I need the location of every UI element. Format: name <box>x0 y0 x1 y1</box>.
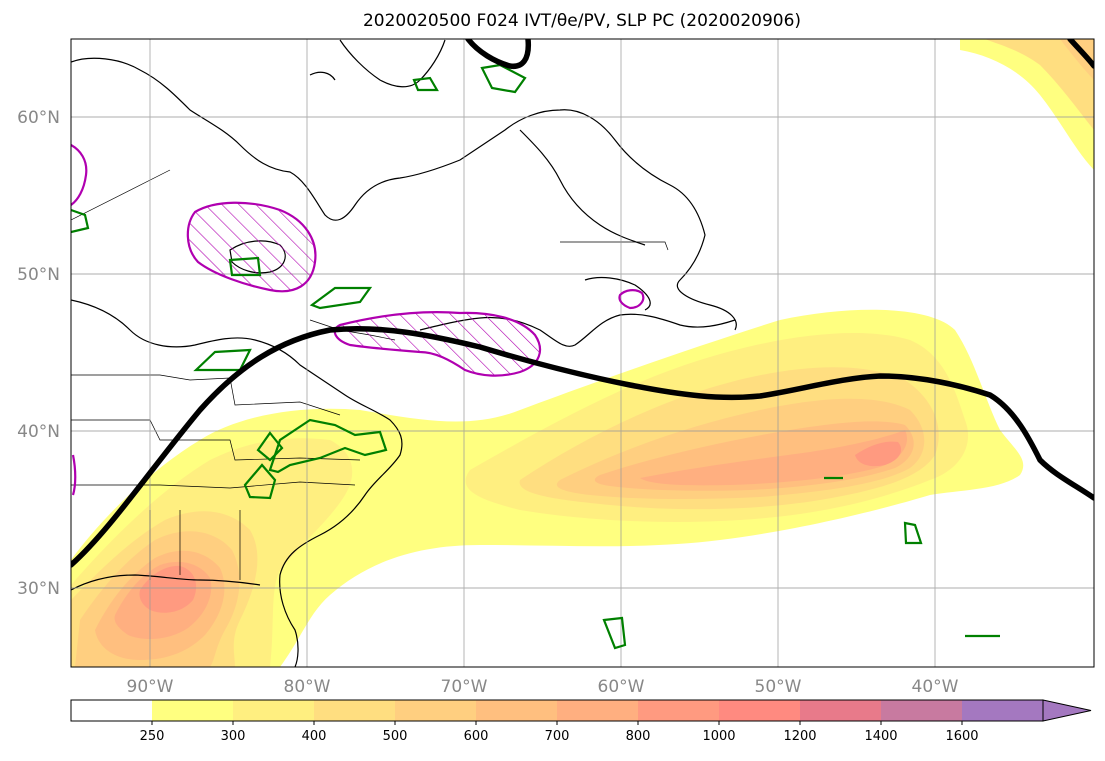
colorbar-label: 400 <box>302 729 327 744</box>
colorbar: 250 300 400 500 600 700 800 1000 1200 1400 1600 <box>70 699 1092 744</box>
colorbar-label: 800 <box>626 729 651 744</box>
lat-label-30n: 30°N <box>17 579 60 599</box>
ivt-ne-500 <box>1060 39 1094 80</box>
lon-label-90w: 90°W <box>127 677 174 697</box>
colorbar-extend-arrow <box>1042 699 1092 722</box>
ivt-800b <box>139 565 197 613</box>
colorbar-swatch <box>395 700 477 721</box>
ivt-700 <box>640 430 908 486</box>
gridlines <box>71 39 1094 667</box>
colorbar-label: 1400 <box>864 729 897 744</box>
colorbar-swatch <box>638 700 720 721</box>
theta-e-contours <box>71 63 1000 650</box>
colorbar-swatch <box>476 700 558 721</box>
slp-north-contour <box>465 39 532 70</box>
lon-axis-labels: 90°W 80°W 70°W 60°W 50°W 40°W <box>127 677 959 697</box>
lat-label-60n: 60°N <box>17 108 60 128</box>
lat-label-40n: 40°N <box>17 422 60 442</box>
ivt-ne-300 <box>985 39 1094 130</box>
ivt-800 <box>855 441 902 467</box>
colorbar-label: 1000 <box>702 729 735 744</box>
colorbar-swatch <box>233 700 315 721</box>
map-area <box>71 39 1094 667</box>
lon-label-40w: 40°W <box>912 677 959 697</box>
colorbar-swatch <box>881 700 963 721</box>
lat-axis-labels: 60°N 50°N 40°N 30°N <box>17 108 60 599</box>
colorbar-label: 500 <box>383 729 408 744</box>
lon-label-70w: 70°W <box>441 677 488 697</box>
colorbar-swatch <box>719 700 801 721</box>
slp-main-contour <box>71 325 1094 568</box>
slp-ne-contour <box>1067 39 1094 69</box>
map-title: 2020020500 F024 IVT/θe/PV, SLP PC (20200… <box>363 11 801 31</box>
lon-label-50w: 50°W <box>755 677 802 697</box>
colorbar-swatch <box>962 700 1044 721</box>
lon-label-60w: 60°W <box>598 677 645 697</box>
colorbar-label: 1600 <box>945 729 978 744</box>
colorbar-label: 600 <box>464 729 489 744</box>
coastlines <box>71 39 737 667</box>
lon-label-80w: 80°W <box>284 677 331 697</box>
colorbar-swatch <box>71 700 153 721</box>
colorbar-swatch <box>314 700 396 721</box>
colorbar-label: 700 <box>545 729 570 744</box>
map-frame <box>70 38 1095 668</box>
pv-contour-nfld <box>618 289 645 310</box>
colorbar-swatch <box>800 700 882 721</box>
pv-contour-edge <box>71 454 77 496</box>
colorbar-label: 1200 <box>783 729 816 744</box>
slp-contours <box>71 39 1094 568</box>
lat-label-50n: 50°N <box>17 265 60 285</box>
colorbar-label: 300 <box>221 729 246 744</box>
colorbar-swatch <box>557 700 639 721</box>
pv-contour-quebec <box>186 201 317 293</box>
colorbar-swatch <box>152 700 234 721</box>
colorbar-label: 250 <box>140 729 165 744</box>
pv-contour-west <box>71 144 88 206</box>
